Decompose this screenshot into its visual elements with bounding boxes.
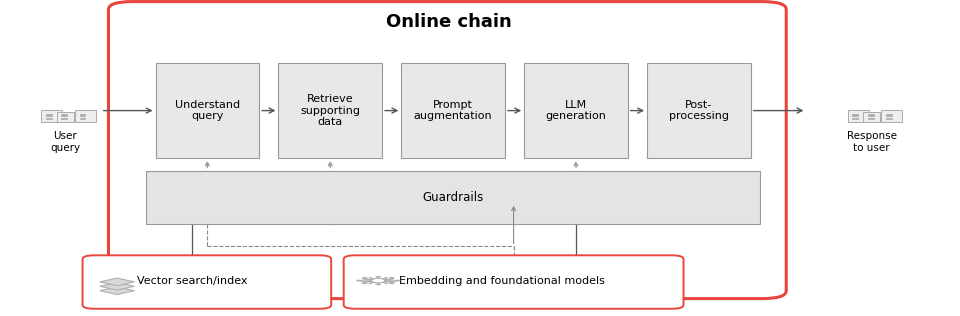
Text: Guardrails: Guardrails — [422, 191, 484, 204]
Bar — [868, 118, 874, 119]
FancyBboxPatch shape — [278, 63, 382, 158]
Text: Retrieve
supporting
data: Retrieve supporting data — [300, 94, 360, 127]
FancyBboxPatch shape — [57, 112, 74, 122]
Circle shape — [389, 277, 395, 279]
Bar — [46, 118, 52, 119]
FancyBboxPatch shape — [344, 255, 684, 309]
FancyBboxPatch shape — [75, 110, 96, 122]
Circle shape — [362, 277, 368, 279]
Bar — [61, 118, 67, 119]
Circle shape — [362, 282, 368, 284]
Text: Online chain: Online chain — [387, 13, 512, 31]
Text: Prompt
augmentation: Prompt augmentation — [414, 100, 492, 121]
Bar — [852, 114, 858, 116]
FancyBboxPatch shape — [156, 63, 259, 158]
Text: Vector search/index: Vector search/index — [137, 276, 248, 286]
Circle shape — [395, 280, 400, 282]
Circle shape — [372, 278, 385, 283]
Bar — [61, 114, 67, 116]
FancyBboxPatch shape — [146, 171, 760, 224]
FancyBboxPatch shape — [41, 110, 62, 122]
FancyBboxPatch shape — [108, 2, 786, 299]
Text: LLM
generation: LLM generation — [545, 100, 607, 121]
Circle shape — [375, 276, 381, 278]
Text: Response
to user: Response to user — [847, 131, 897, 153]
Text: Post-
processing: Post- processing — [669, 100, 729, 121]
Text: Understand
query: Understand query — [175, 100, 240, 121]
Bar — [46, 114, 52, 116]
Text: User
query: User query — [50, 131, 81, 153]
FancyBboxPatch shape — [83, 255, 331, 309]
FancyBboxPatch shape — [863, 112, 880, 122]
FancyBboxPatch shape — [881, 110, 902, 122]
Polygon shape — [100, 278, 134, 286]
Bar — [886, 118, 892, 119]
Bar — [80, 114, 85, 116]
FancyBboxPatch shape — [647, 63, 751, 158]
Bar — [886, 114, 892, 116]
Bar — [852, 118, 858, 119]
FancyBboxPatch shape — [848, 110, 869, 122]
Circle shape — [375, 283, 381, 285]
Circle shape — [389, 282, 395, 284]
Circle shape — [356, 280, 362, 282]
Polygon shape — [100, 287, 134, 295]
Polygon shape — [100, 283, 134, 290]
FancyBboxPatch shape — [524, 63, 628, 158]
Text: Embedding and foundational models: Embedding and foundational models — [399, 276, 605, 286]
FancyBboxPatch shape — [401, 63, 505, 158]
Bar — [868, 114, 874, 116]
Bar — [80, 118, 85, 119]
